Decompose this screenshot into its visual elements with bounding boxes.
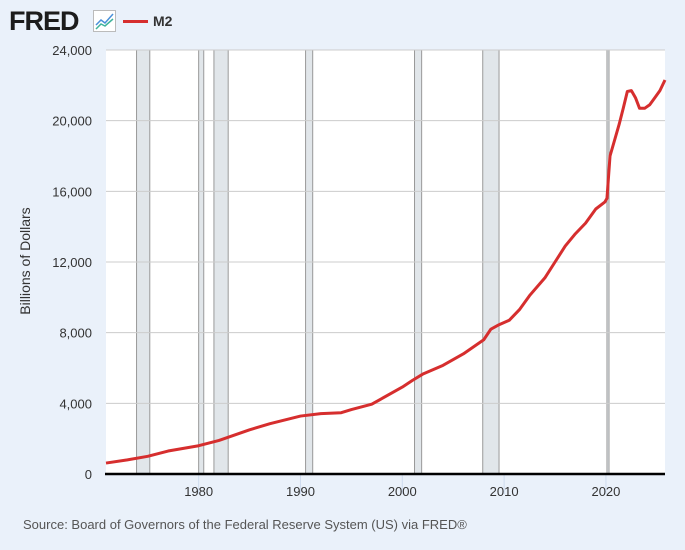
y-tick-label: 4,000: [59, 396, 92, 411]
chart-trend-icon[interactable]: [93, 10, 116, 32]
x-tick-label: 1990: [286, 484, 315, 499]
x-tick-label: 2010: [490, 484, 519, 499]
m2-series-line: [105, 79, 667, 465]
y-tick-label: 16,000: [52, 184, 92, 199]
legend-label: M2: [153, 13, 173, 29]
y-tick-label: 0: [85, 467, 92, 482]
fred-logo[interactable]: FRED: [9, 6, 79, 36]
y-tick-label: 8,000: [59, 326, 92, 341]
y-tick-label: 24,000: [52, 43, 92, 58]
y-tick-label: 12,000: [52, 255, 92, 270]
x-tick-label: 2020: [591, 484, 620, 499]
y-tick-label: 20,000: [52, 114, 92, 129]
chart-area: 0 4,000 8,000 12,000 16,000 20,000 24,000 1980 1…: [52, 43, 667, 499]
source-note: Source: Board of Governors of the Federa…: [23, 517, 467, 532]
x-tick-label: 1980: [184, 484, 213, 499]
legend-swatch: [123, 20, 148, 23]
x-tick-label: 2000: [388, 484, 417, 499]
